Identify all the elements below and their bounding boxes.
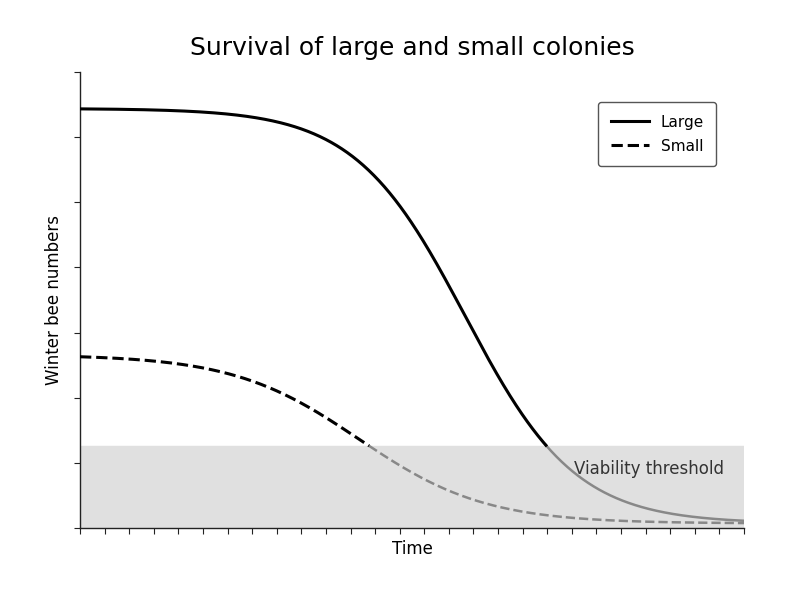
Text: Viability threshold: Viability threshold [574, 460, 724, 478]
Y-axis label: Winter bee numbers: Winter bee numbers [46, 215, 63, 385]
Legend: Large, Small: Large, Small [598, 103, 717, 166]
Bar [80, 446, 744, 528]
X-axis label: Time: Time [391, 541, 433, 559]
Title: Survival of large and small colonies: Survival of large and small colonies [190, 37, 634, 61]
